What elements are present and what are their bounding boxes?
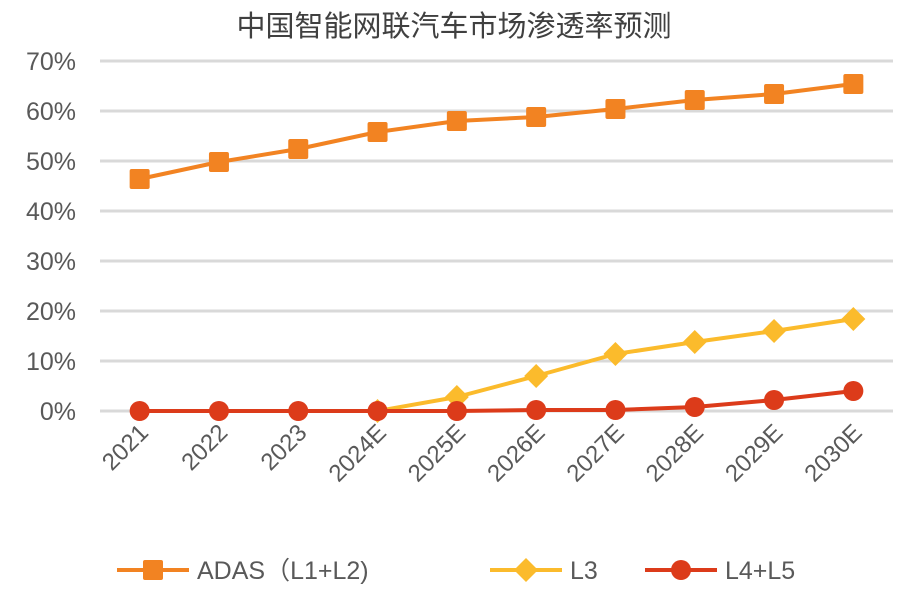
legend-label: L3 <box>570 557 598 585</box>
y-tick-label: 70% <box>26 48 76 76</box>
series-line <box>139 82 854 181</box>
data-point <box>367 122 388 142</box>
data-point <box>605 400 626 420</box>
y-tick-label: 20% <box>26 298 76 326</box>
y-tick-label: 30% <box>26 248 76 276</box>
series-l4-l5 <box>129 381 864 421</box>
data-point <box>526 400 547 420</box>
data-point <box>684 397 705 417</box>
series-line <box>139 389 854 413</box>
x-tick-label: 2029E <box>720 419 788 487</box>
legend-marker <box>143 560 163 580</box>
data-point <box>446 111 467 131</box>
x-tick-label: 2022 <box>176 419 233 476</box>
data-point <box>605 99 626 119</box>
x-tick-label: 2028E <box>641 419 709 487</box>
data-point <box>288 139 309 159</box>
x-tick-label: 2021 <box>97 419 154 476</box>
series-adas-l1-l2- <box>129 74 864 189</box>
x-tick-label: 2030E <box>799 419 867 487</box>
data-point <box>208 401 229 421</box>
legend-item: L4+L5 <box>645 557 795 585</box>
data-point <box>446 401 467 421</box>
data-point <box>764 84 785 104</box>
data-point <box>288 401 309 421</box>
legend-marker <box>514 558 538 582</box>
data-point <box>843 381 864 401</box>
x-tick-label: 2025E <box>403 419 471 487</box>
data-point <box>682 330 707 354</box>
y-tick-label: 0% <box>40 398 76 426</box>
y-tick-label: 60% <box>26 98 76 126</box>
x-tick-label: 2027E <box>562 419 630 487</box>
data-point <box>129 401 150 421</box>
y-tick-label: 50% <box>26 148 76 176</box>
chart-title: 中国智能网联汽车市场渗透率预测 <box>236 10 671 43</box>
data-point <box>843 74 864 94</box>
data-point <box>841 307 866 331</box>
data-point <box>684 90 705 110</box>
data-point <box>603 342 628 366</box>
data-point <box>762 319 787 343</box>
legend-item: ADAS（L1+L2) <box>117 557 369 585</box>
y-tick-label: 40% <box>26 198 76 226</box>
legend-label: ADAS（L1+L2) <box>197 557 369 585</box>
legend-label: L4+L5 <box>725 557 795 585</box>
y-tick-label: 10% <box>26 348 76 376</box>
data-point <box>208 152 229 172</box>
x-tick-label: 2024E <box>324 419 392 487</box>
data-point <box>524 364 549 388</box>
data-point <box>764 390 785 410</box>
x-tick-label: 2023 <box>256 419 313 476</box>
data-point <box>129 169 150 189</box>
data-point <box>526 107 547 127</box>
legend-marker <box>671 560 691 580</box>
legend-item: L3 <box>490 557 598 585</box>
data-point <box>367 401 388 421</box>
x-tick-label: 2026E <box>482 419 550 487</box>
